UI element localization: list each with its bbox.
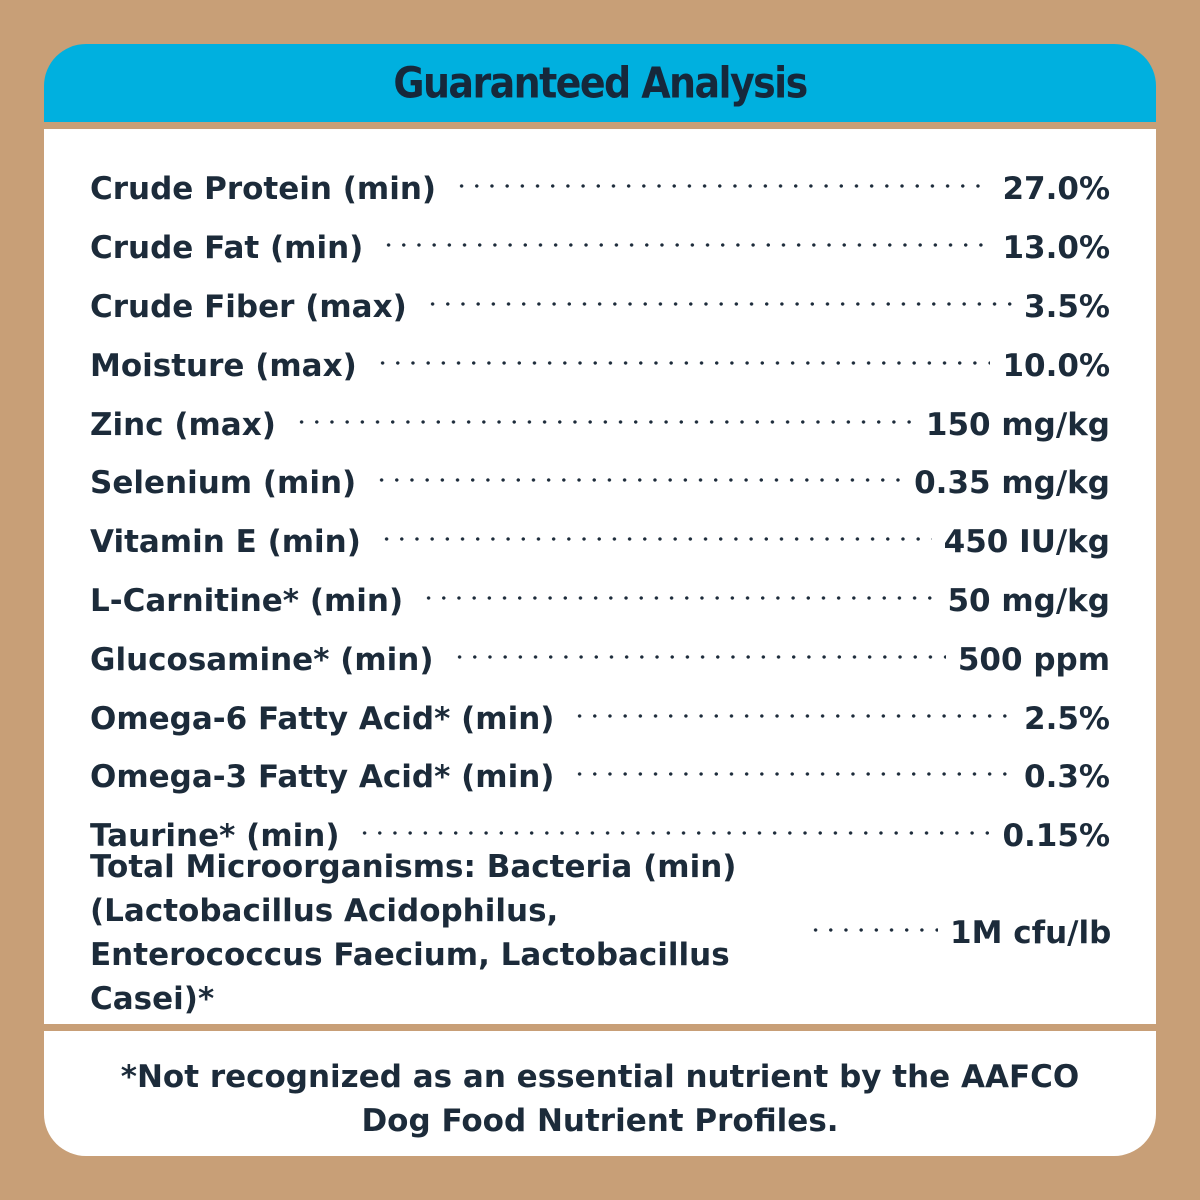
row-value: 1M cfu/lb — [950, 914, 1112, 951]
panel-header: Guaranteed Analysis — [44, 44, 1156, 122]
row-label: Crude Protein (min) — [90, 171, 437, 208]
row-value: 0.15% — [1002, 818, 1110, 855]
dot-leader — [421, 595, 936, 600]
row-label: Vitamin E (min) — [90, 524, 361, 561]
dot-leader — [357, 831, 991, 836]
row-label: L-Carnitine* (min) — [90, 582, 404, 619]
table-row: Moisture (max) 10.0% — [90, 336, 1110, 395]
row-label: Selenium (min) — [90, 465, 357, 502]
divider — [44, 1024, 1156, 1031]
footnote-text: *Not recognized as an essential nutrient… — [120, 1059, 1080, 1139]
table-row: Crude Fiber (max) 3.5% — [90, 278, 1110, 337]
panel-title: Guaranteed Analysis — [393, 58, 808, 108]
row-value: 10.0% — [1002, 347, 1110, 384]
dot-leader — [572, 713, 1013, 718]
guaranteed-analysis-panel: Guaranteed Analysis Crude Protein (min) … — [44, 44, 1156, 1156]
table-row: Glucosamine* (min) 500 ppm — [90, 630, 1110, 689]
table-row: Crude Fat (min) 13.0% — [90, 219, 1110, 278]
row-value: 450 IU/kg — [943, 524, 1110, 561]
row-label: Crude Fat (min) — [90, 230, 364, 267]
divider — [44, 122, 1156, 129]
table-row: Selenium (min) 0.35 mg/kg — [90, 454, 1110, 513]
dot-leader — [424, 301, 1013, 306]
row-label: Zinc (max) — [90, 406, 276, 443]
row-value: 3.5% — [1024, 288, 1110, 325]
dot-leader — [293, 419, 914, 424]
table-row: Taurine* (min) 0.15% — [90, 807, 1110, 866]
dot-leader — [374, 360, 991, 365]
dot-leader — [381, 243, 991, 248]
row-label: Omega-6 Fatty Acid* (min) — [90, 700, 555, 737]
table-row: Crude Protein (min) 27.0% — [90, 160, 1110, 219]
row-label: Crude Fiber (max) — [90, 288, 407, 325]
analysis-table: Crude Protein (min) 27.0% Crude Fat (min… — [44, 129, 1156, 1024]
table-row: Vitamin E (min) 450 IU/kg — [90, 513, 1110, 572]
footnote: *Not recognized as an essential nutrient… — [44, 1031, 1156, 1156]
table-row: L-Carnitine* (min) 50 mg/kg — [90, 572, 1110, 631]
row-value: 50 mg/kg — [947, 582, 1110, 619]
dot-leader — [808, 927, 938, 932]
row-value: 0.3% — [1024, 759, 1110, 796]
row-value: 150 mg/kg — [925, 406, 1110, 443]
row-value: 13.0% — [1002, 230, 1110, 267]
row-value: 2.5% — [1024, 700, 1110, 737]
dot-leader — [454, 184, 991, 189]
row-label: Taurine* (min) — [90, 818, 340, 855]
row-label: Total Microorganisms: Bacteria (min) (La… — [90, 848, 737, 1017]
row-label: Omega-3 Fatty Acid* (min) — [90, 759, 555, 796]
row-label: Moisture (max) — [90, 347, 357, 384]
dot-leader — [451, 654, 946, 659]
row-value: 500 ppm — [957, 641, 1110, 678]
row-value: 0.35 mg/kg — [914, 465, 1110, 502]
row-label: Glucosamine* (min) — [90, 641, 434, 678]
dot-leader — [374, 478, 903, 483]
dot-leader — [378, 537, 932, 542]
row-value: 27.0% — [1002, 171, 1110, 208]
table-row: Omega-3 Fatty Acid* (min) 0.3% — [90, 748, 1110, 807]
table-row: Omega-6 Fatty Acid* (min) 2.5% — [90, 689, 1110, 748]
dot-leader — [572, 772, 1013, 777]
table-row: Zinc (max) 150 mg/kg — [90, 395, 1110, 454]
table-row: Total Microorganisms: Bacteria (min) (La… — [90, 849, 1112, 1017]
